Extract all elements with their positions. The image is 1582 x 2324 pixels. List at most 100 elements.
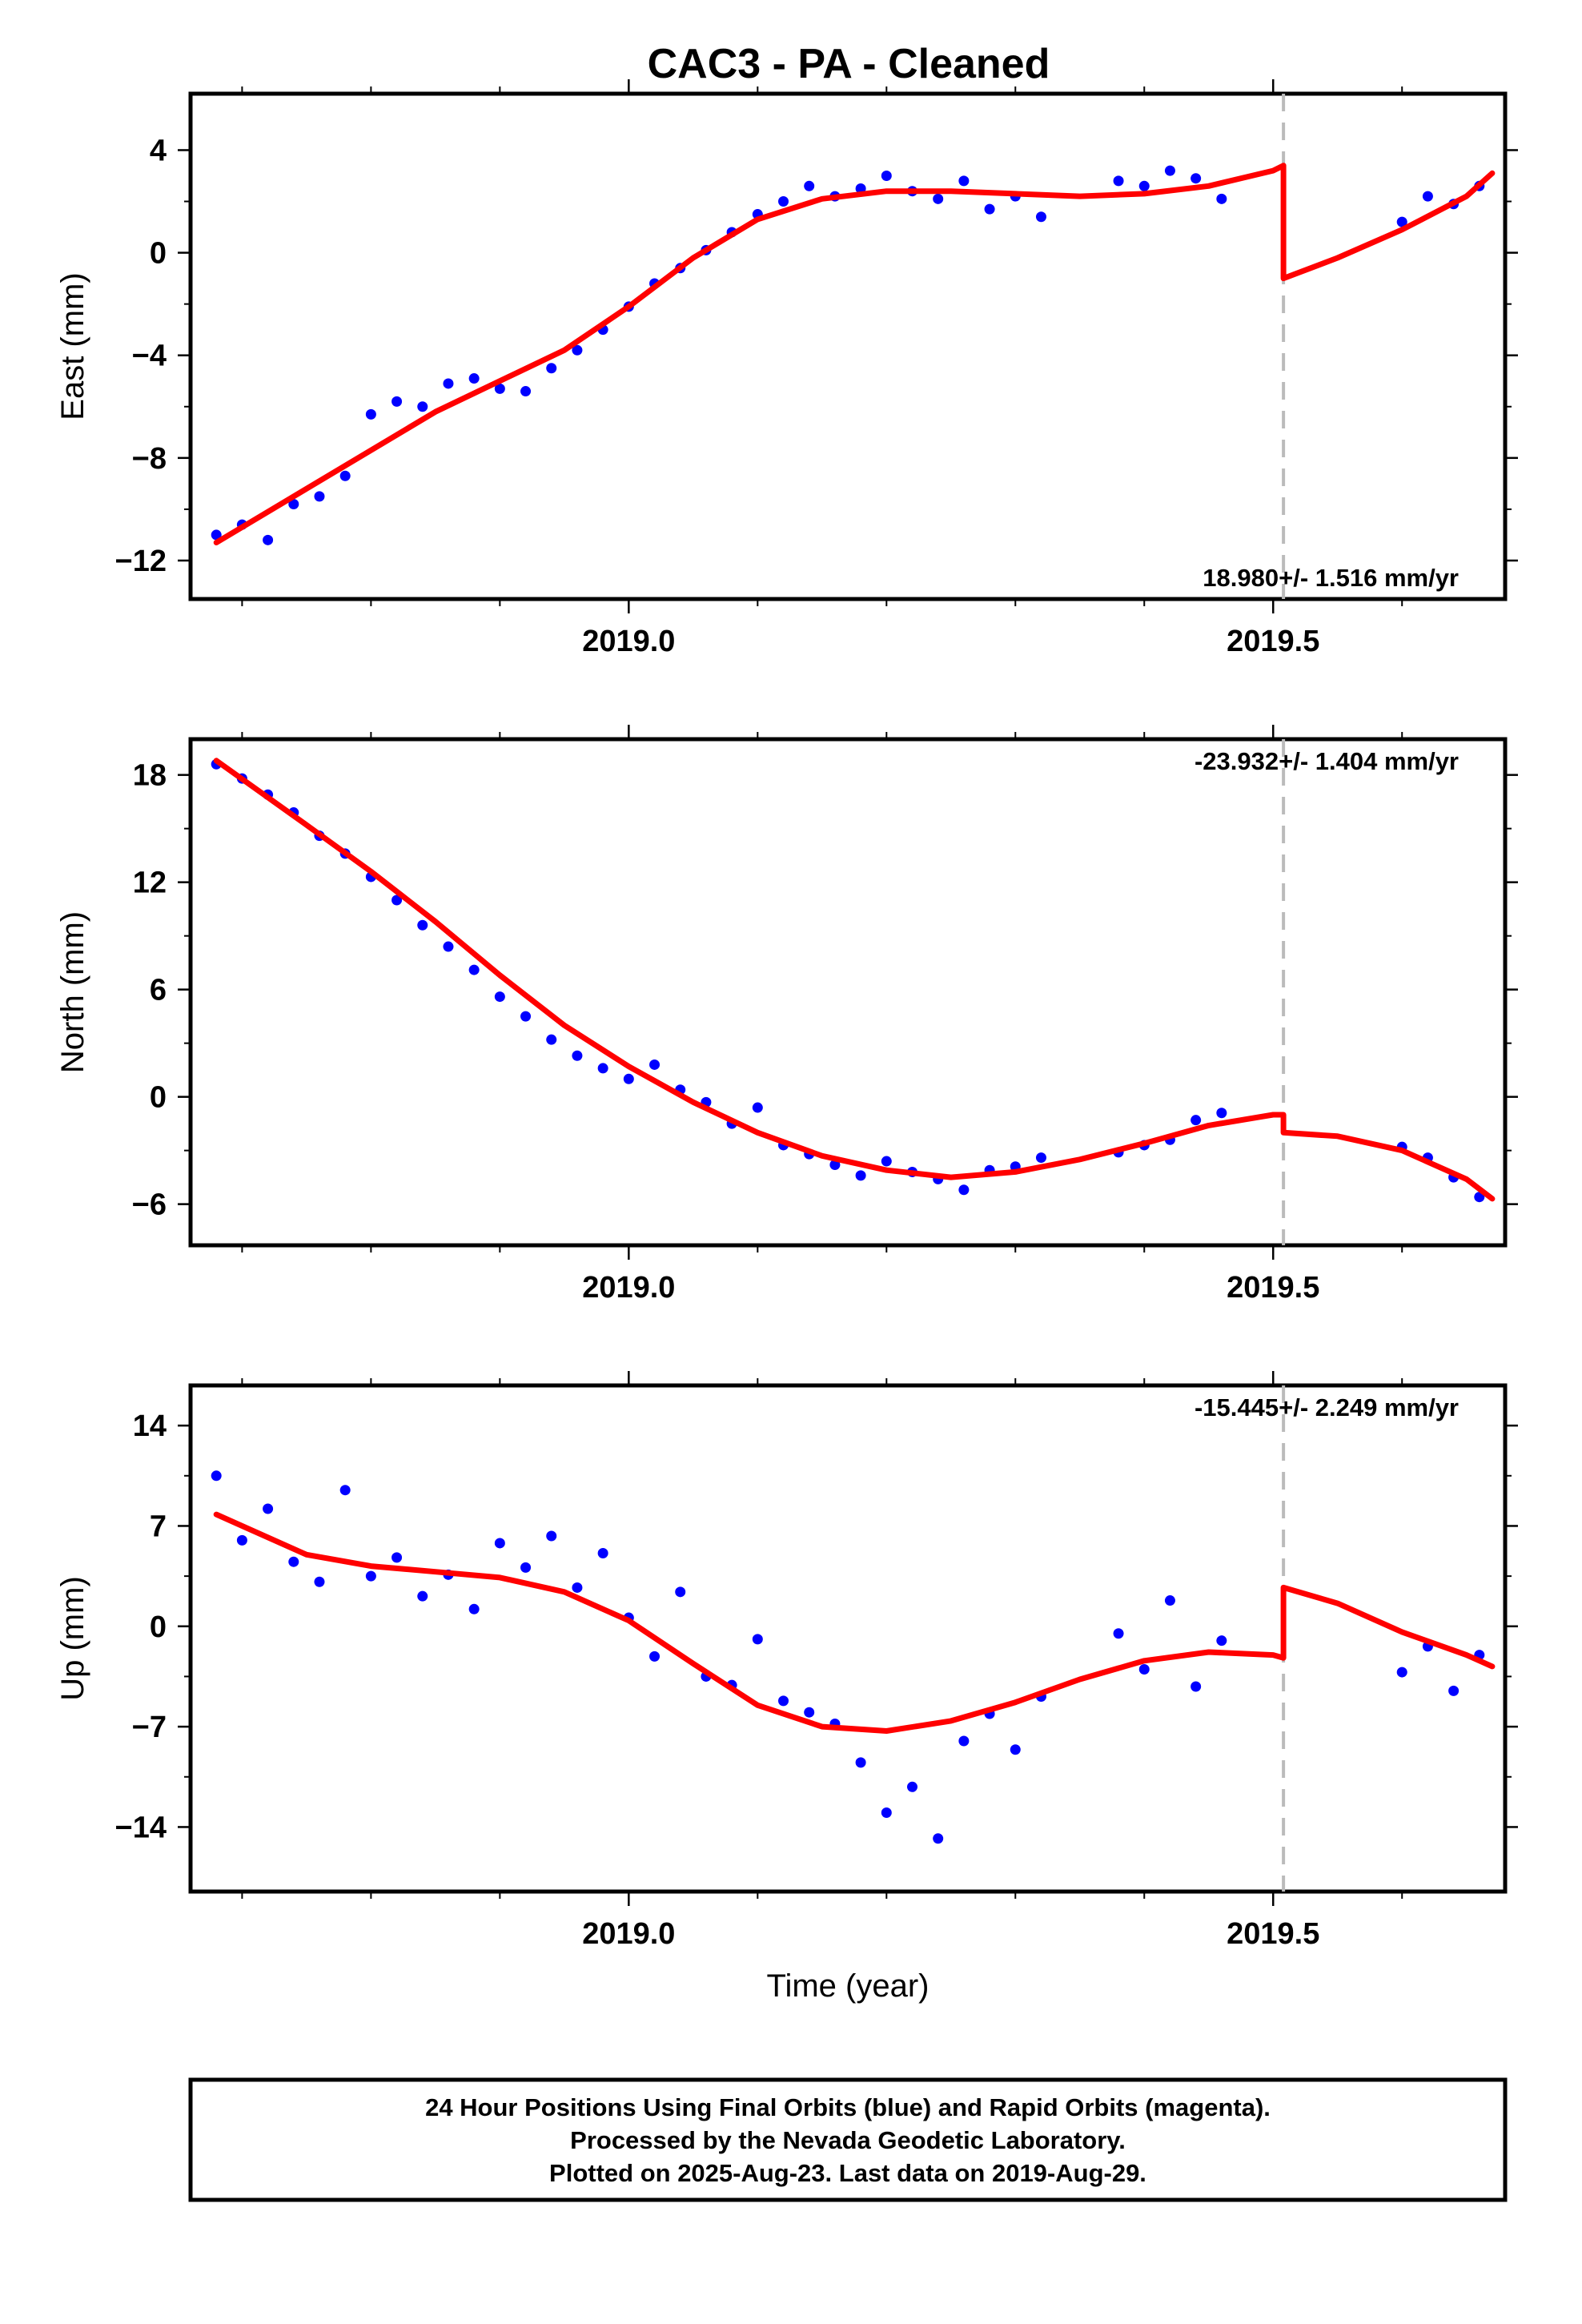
- north-x-tick-label: 2019.0: [582, 1271, 675, 1305]
- up-data-point: [236, 1534, 247, 1546]
- up-data-point: [572, 1582, 583, 1593]
- north-data-point: [572, 1050, 583, 1061]
- east-data-point: [520, 386, 532, 397]
- east-data-point: [1191, 173, 1202, 184]
- east-y-tick-label: 0: [150, 237, 167, 271]
- up-data-point: [494, 1538, 505, 1549]
- up-data-point: [649, 1651, 661, 1662]
- up-data-point: [263, 1503, 274, 1514]
- east-data-point: [1422, 191, 1433, 202]
- north-x-tick-label: 2019.5: [1227, 1271, 1319, 1305]
- east-data-point: [1138, 180, 1150, 191]
- east-data-point: [958, 175, 970, 187]
- east-data-point: [443, 378, 454, 389]
- east-x-tick-label: 2019.5: [1227, 625, 1319, 658]
- up-data-point: [675, 1586, 686, 1598]
- up-data-point: [1138, 1663, 1150, 1675]
- east-data-point: [572, 344, 583, 356]
- east-data-point: [211, 529, 222, 541]
- up-y-tick-label: 14: [133, 1409, 167, 1443]
- north-data-point: [468, 964, 480, 975]
- north-data-point: [829, 1160, 841, 1171]
- east-y-tick-label: −8: [132, 442, 167, 476]
- up-data-point: [958, 1735, 970, 1747]
- up-data-point: [288, 1556, 299, 1567]
- east-y-tick-label: 4: [150, 134, 167, 167]
- north-data-point: [958, 1184, 970, 1196]
- chart-title: CAC3 - PA - Cleaned: [648, 41, 1050, 87]
- north-y-axis-label: North (mm): [55, 911, 90, 1073]
- up-data-point: [339, 1485, 351, 1496]
- north-y-tick-label: −6: [132, 1188, 167, 1222]
- north-model-line: [213, 758, 1496, 1202]
- up-data-point: [365, 1570, 376, 1582]
- east-data-point: [365, 408, 376, 420]
- up-data-point: [906, 1781, 917, 1792]
- east-data-point: [339, 470, 351, 481]
- east-x-tick-label: 2019.0: [582, 625, 675, 658]
- north-data-point: [623, 1073, 634, 1084]
- up-data-point: [597, 1547, 608, 1558]
- north-data-point: [1191, 1115, 1202, 1126]
- up-rate-label: -15.445+/- 2.249 mm/yr: [1195, 1393, 1459, 1421]
- north-frame: [188, 737, 1508, 1248]
- footer-line-3: Plotted on 2025-Aug-23. Last data on 201…: [549, 2159, 1146, 2187]
- up-y-tick-label: 7: [150, 1510, 167, 1543]
- north-data-point: [1216, 1108, 1227, 1119]
- east-data-point: [1216, 193, 1227, 204]
- up-data-point: [752, 1634, 763, 1645]
- up-data-point: [1396, 1667, 1407, 1678]
- east-data-point: [881, 170, 892, 181]
- north-y-tick-label: 18: [133, 759, 167, 793]
- up-y-tick-label: −14: [115, 1811, 167, 1844]
- north-data-point: [881, 1156, 892, 1167]
- up-data-point: [881, 1807, 892, 1819]
- up-data-point: [778, 1695, 789, 1707]
- up-data-point: [1216, 1635, 1227, 1647]
- up-model-line: [213, 1511, 1496, 1734]
- north-data-point: [443, 941, 454, 952]
- footer-line-2: Processed by the Nevada Geodetic Laborat…: [570, 2126, 1126, 2154]
- north-y-tick-label: 12: [133, 866, 167, 900]
- east-data-point: [1396, 216, 1407, 227]
- east-data-point: [494, 383, 505, 394]
- north-data-point: [752, 1102, 763, 1113]
- up-data-point: [314, 1576, 325, 1587]
- up-data-point: [546, 1530, 557, 1542]
- up-data-point: [1113, 1628, 1124, 1639]
- east-model-line: [213, 163, 1496, 545]
- east-data-point: [1035, 211, 1046, 223]
- up-data-point: [804, 1707, 815, 1718]
- up-data-point: [468, 1603, 480, 1614]
- footer-line-1: 24 Hour Positions Using Final Orbits (bl…: [425, 2093, 1271, 2121]
- east-y-tick-label: −4: [132, 340, 167, 373]
- north-data-point: [1035, 1152, 1046, 1164]
- east-data-point: [417, 401, 428, 412]
- footer-box: [188, 2077, 1508, 2202]
- up-y-axis-label: Up (mm): [55, 1576, 90, 1701]
- east-y-tick-label: −12: [115, 545, 167, 578]
- x-axis-label: Time (year): [767, 1968, 930, 2004]
- east-panel: 2019.0 2019.5 4 0 −4 −8 −12 East (mm) 18.980+/- …: [55, 79, 1518, 658]
- east-data-point: [804, 180, 815, 191]
- up-data-point: [933, 1833, 944, 1844]
- up-y-tick-label: 0: [150, 1610, 167, 1644]
- east-data-point: [933, 193, 944, 204]
- east-data-point: [314, 491, 325, 502]
- up-data-point: [1010, 1744, 1021, 1755]
- east-data-point: [546, 363, 557, 374]
- north-rate-label: -23.932+/- 1.404 mm/yr: [1195, 747, 1459, 775]
- up-panel: 2019.0 2019.5 14 7 0 −7 −14 Up (mm) -15.445+/- 2…: [55, 1371, 1518, 1951]
- east-data-point: [391, 396, 403, 407]
- up-x-tick-label: 2019.5: [1227, 1917, 1319, 1951]
- east-data-point: [288, 498, 299, 509]
- east-data-point: [984, 203, 995, 215]
- east-frame: [188, 91, 1508, 601]
- up-frame: [188, 1383, 1508, 1894]
- north-data-point: [520, 1011, 532, 1022]
- up-data-point: [211, 1470, 222, 1482]
- east-rate-label: 18.980+/- 1.516 mm/yr: [1203, 564, 1459, 592]
- north-panel: 2019.0 2019.5 18 12 6 0 −6 North (mm) -23.932+/-…: [55, 725, 1518, 1305]
- east-data-point: [778, 196, 789, 207]
- north-data-point: [546, 1034, 557, 1045]
